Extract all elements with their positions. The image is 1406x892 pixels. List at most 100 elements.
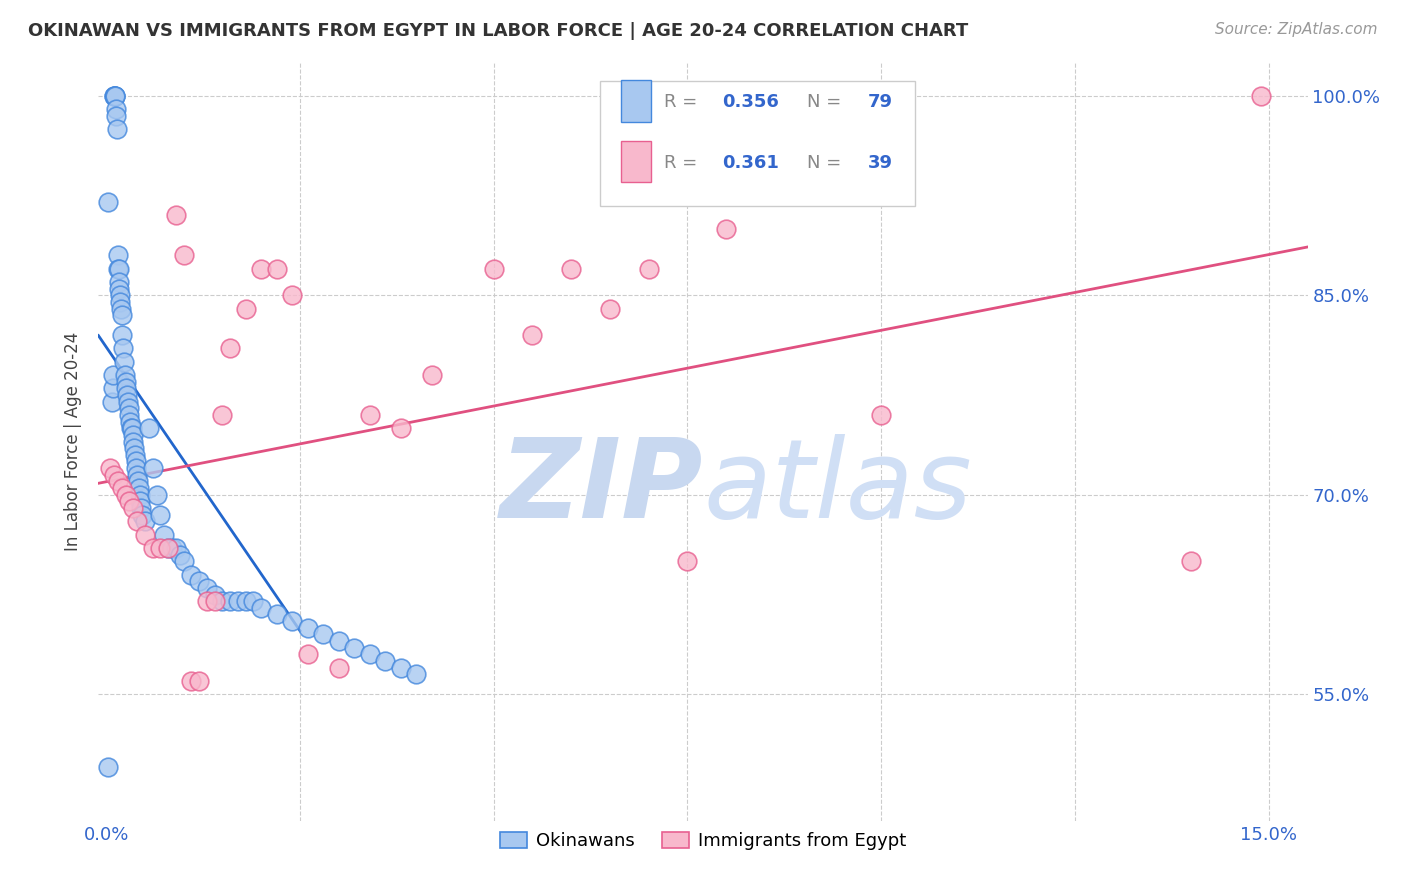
Point xyxy=(131,508,153,522)
Point xyxy=(165,208,187,222)
Point xyxy=(111,308,134,322)
Point xyxy=(250,261,273,276)
Point xyxy=(180,567,202,582)
Point xyxy=(114,368,136,382)
Point xyxy=(374,654,396,668)
Point xyxy=(128,481,150,495)
Text: R =: R = xyxy=(664,93,703,111)
Point xyxy=(111,328,134,343)
Point xyxy=(108,282,131,296)
Point xyxy=(104,88,127,103)
Point xyxy=(112,342,135,356)
Point xyxy=(204,594,226,608)
Point xyxy=(125,461,148,475)
Point xyxy=(160,541,183,555)
Point xyxy=(127,514,149,528)
Point xyxy=(134,527,156,541)
Point xyxy=(560,261,582,276)
Point xyxy=(103,88,125,103)
Text: ZIP: ZIP xyxy=(499,434,703,541)
Point xyxy=(157,541,180,555)
Point xyxy=(195,581,218,595)
Point xyxy=(138,421,160,435)
Point xyxy=(127,475,149,489)
Point xyxy=(107,475,129,489)
Point xyxy=(599,301,621,316)
Point xyxy=(676,554,699,568)
Point xyxy=(173,248,195,262)
Point xyxy=(120,415,142,429)
Point xyxy=(219,594,242,608)
Point xyxy=(121,421,143,435)
Point xyxy=(145,488,167,502)
Point xyxy=(312,627,335,641)
Point xyxy=(108,288,131,302)
Point xyxy=(124,448,146,462)
Point xyxy=(235,301,257,316)
Point xyxy=(328,634,350,648)
Point xyxy=(97,760,120,774)
Point xyxy=(114,375,136,389)
Text: Source: ZipAtlas.com: Source: ZipAtlas.com xyxy=(1215,22,1378,37)
Point xyxy=(122,434,145,449)
Point xyxy=(266,261,288,276)
Point xyxy=(107,261,129,276)
Point xyxy=(266,607,288,622)
Point xyxy=(117,394,139,409)
FancyBboxPatch shape xyxy=(600,81,915,207)
Point xyxy=(328,661,350,675)
Point xyxy=(219,342,242,356)
Point xyxy=(142,541,165,555)
Point xyxy=(359,408,381,422)
Point xyxy=(104,88,127,103)
Point xyxy=(180,673,202,688)
Point xyxy=(108,294,131,309)
Point xyxy=(98,461,121,475)
Text: 0.356: 0.356 xyxy=(723,93,779,111)
Point xyxy=(142,461,165,475)
Point xyxy=(120,421,142,435)
Text: atlas: atlas xyxy=(703,434,972,541)
Point xyxy=(153,527,176,541)
Point xyxy=(128,488,150,502)
Legend: Okinawans, Immigrants from Egypt: Okinawans, Immigrants from Egypt xyxy=(492,824,914,857)
Point xyxy=(127,467,149,482)
Point xyxy=(405,667,427,681)
Point xyxy=(343,640,366,655)
Point xyxy=(115,381,138,395)
Point xyxy=(101,394,124,409)
Point xyxy=(122,441,145,455)
Point xyxy=(111,481,134,495)
Point xyxy=(242,594,264,608)
Point xyxy=(105,109,128,123)
Point xyxy=(101,368,124,382)
Point xyxy=(1180,554,1202,568)
Point xyxy=(297,648,319,662)
Point xyxy=(173,554,195,568)
Point xyxy=(204,587,226,601)
Point xyxy=(105,102,128,116)
Text: N =: N = xyxy=(807,153,846,171)
Point xyxy=(226,594,249,608)
Point xyxy=(169,548,191,562)
Point xyxy=(103,88,125,103)
Point xyxy=(157,541,180,555)
Point xyxy=(129,494,152,508)
Point xyxy=(149,508,172,522)
Point xyxy=(281,614,304,628)
Point xyxy=(97,195,120,210)
Text: 0.361: 0.361 xyxy=(723,153,779,171)
Point xyxy=(118,401,141,416)
Point xyxy=(250,600,273,615)
Point xyxy=(522,328,544,343)
Point xyxy=(105,122,128,136)
Point xyxy=(112,355,135,369)
Point xyxy=(188,574,211,589)
Point xyxy=(115,388,138,402)
Point xyxy=(188,673,211,688)
Point xyxy=(134,514,156,528)
FancyBboxPatch shape xyxy=(621,80,651,121)
Point xyxy=(107,261,129,276)
Point xyxy=(129,501,152,516)
Point xyxy=(110,301,132,316)
